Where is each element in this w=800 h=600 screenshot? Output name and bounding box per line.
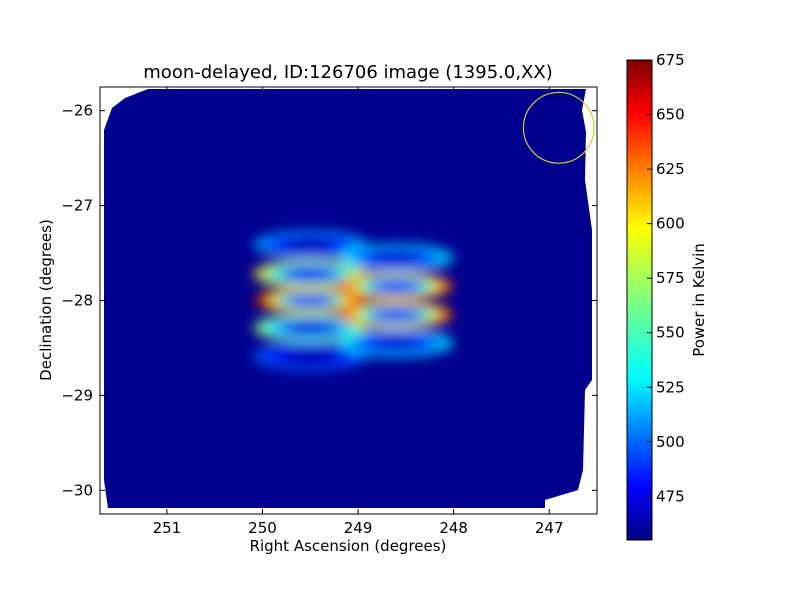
- y-axis-ticks: −26 −27 −28 −29 −30: [61, 102, 597, 499]
- y-tick-label: −28: [61, 292, 93, 310]
- emission-blob: [338, 243, 454, 273]
- colorbar-tick-label: 625: [656, 160, 685, 178]
- emission-blob: [252, 313, 368, 343]
- colorbar-tick-label: 675: [656, 51, 685, 69]
- x-tick-label: 247: [535, 519, 564, 537]
- blob-ring: [286, 350, 335, 363]
- emission-blob: [252, 286, 368, 315]
- colorbar-gradient: [626, 59, 653, 541]
- colorbar-tick-label: 600: [656, 215, 685, 233]
- colorbar-tick-label: 575: [656, 269, 685, 287]
- blob-ring: [286, 294, 335, 307]
- blob-ring: [372, 279, 421, 293]
- colorbar: 475 500 525 550 575 600 625 650 675 Power in Kel…: [626, 51, 708, 541]
- emission-blob: [252, 230, 368, 259]
- y-tick-label: −27: [61, 197, 93, 215]
- emission-blobs: [252, 230, 454, 371]
- blob-ring: [372, 308, 421, 322]
- colorbar-ticks: 475 500 525 550 575 600 625 650 675: [647, 51, 685, 505]
- colorbar-tick-label: 475: [656, 487, 685, 505]
- y-tick-label: −29: [61, 386, 93, 404]
- x-tick-label: 250: [248, 519, 277, 537]
- emission-blob: [338, 272, 454, 301]
- blob-ring: [286, 321, 335, 335]
- marker-circle: [522, 91, 595, 164]
- emission-blob: [252, 259, 368, 289]
- blob-ring: [372, 336, 421, 350]
- blob-ring: [286, 267, 335, 281]
- x-tick-label: 251: [153, 519, 182, 537]
- colorbar-label: Power in Kelvin: [690, 243, 708, 357]
- y-axis-label: Declination (degrees): [37, 219, 55, 381]
- y-tick-label: −26: [61, 102, 93, 120]
- y-tick-label: −30: [61, 481, 93, 499]
- x-tick-label: 248: [439, 519, 468, 537]
- blob-ring: [286, 238, 335, 251]
- emission-blob: [338, 328, 454, 358]
- x-axis-ticks: 251 250 249 248 247: [153, 87, 564, 537]
- x-axis-label: Right Ascension (degrees): [250, 537, 447, 555]
- x-tick-label: 249: [344, 519, 373, 537]
- colorbar-tick-label: 500: [656, 433, 685, 451]
- plot-area: 251 250 249 248 247 −26 −27 −28 −29 −30: [61, 86, 598, 537]
- colorbar-tick-label: 550: [656, 324, 685, 342]
- colorbar-tick-label: 525: [656, 378, 685, 396]
- colorbar-tick-label: 650: [656, 106, 685, 124]
- blob-ring: [372, 251, 421, 265]
- emission-blob: [338, 300, 454, 329]
- chart-title: moon-delayed, ID:126706 image (1395.0,XX…: [143, 62, 552, 83]
- emission-blob: [252, 342, 368, 371]
